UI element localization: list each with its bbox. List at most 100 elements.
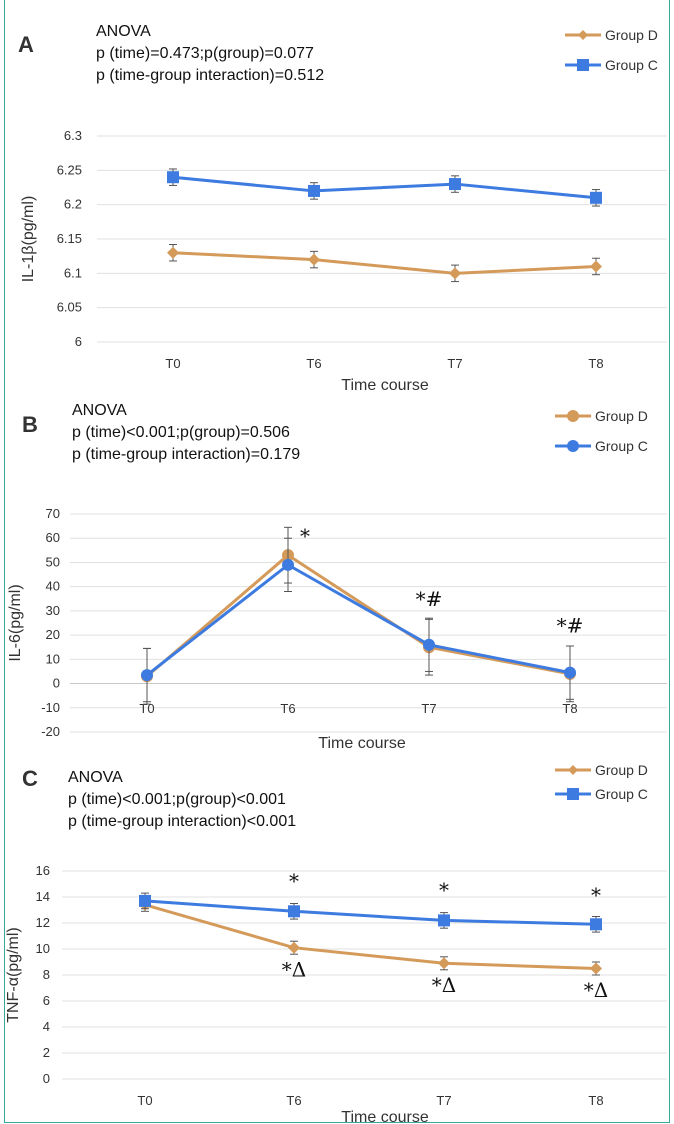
y-tick-label: 16 <box>36 863 50 878</box>
data-point <box>167 171 179 184</box>
y-tick-label: -10 <box>41 700 60 715</box>
y-axis-title: IL-1β(pg/ml) <box>20 196 37 283</box>
anova-stat: p (time)<0.001;p(group)<0.001 <box>68 791 286 808</box>
y-tick-label: 6.1 <box>64 265 82 280</box>
legend-label: Group C <box>595 786 648 802</box>
data-point <box>308 184 320 197</box>
x-tick-label: T7 <box>421 701 436 716</box>
legend-marker <box>567 440 579 452</box>
x-axis-title: Time course <box>341 377 429 394</box>
significance-annotation: *# <box>416 587 443 611</box>
legend-marker <box>567 788 579 800</box>
significance-annotation: * <box>289 869 299 893</box>
anova-stat: p (time)=0.473;p(group)=0.077 <box>96 45 314 62</box>
x-tick-label: T0 <box>139 701 154 716</box>
x-tick-label: T7 <box>447 356 462 371</box>
x-axis-title: Time course <box>318 735 406 752</box>
significance-annotation: *Δ <box>432 973 456 997</box>
y-tick-label: 6.15 <box>57 231 82 246</box>
x-tick-label: T6 <box>280 701 295 716</box>
figure-frame <box>4 0 670 1123</box>
y-tick-label: 30 <box>46 603 60 618</box>
y-tick-label: 10 <box>36 941 50 956</box>
y-tick-label: 0 <box>53 676 60 691</box>
x-tick-label: T8 <box>588 1093 603 1108</box>
y-tick-label: 6.25 <box>57 162 82 177</box>
legend-marker <box>578 30 588 40</box>
y-tick-label: 6 <box>43 993 50 1008</box>
y-tick-label: 6.3 <box>64 128 82 143</box>
data-point <box>449 178 461 191</box>
y-tick-label: 20 <box>46 627 60 642</box>
panel-letter-C: C <box>22 766 38 791</box>
data-point <box>590 962 602 975</box>
data-point <box>423 638 435 651</box>
series-line-group-d <box>144 903 597 970</box>
series-line-group-c <box>144 899 597 926</box>
significance-annotation: * <box>591 883 601 907</box>
anova-stat: p (time-group interaction)=0.512 <box>96 67 324 84</box>
anova-heading: ANOVA <box>68 769 123 786</box>
anova-stat: p (time-group interaction)=0.179 <box>72 446 300 463</box>
y-axis-title: IL-6(pg/ml) <box>7 584 24 661</box>
x-tick-label: T6 <box>306 356 321 371</box>
y-tick-label: 70 <box>46 506 60 521</box>
y-tick-label: 4 <box>43 1019 50 1034</box>
legend-label: Group D <box>605 27 658 43</box>
y-tick-label: 6 <box>75 334 82 349</box>
legend-marker <box>577 59 589 71</box>
data-point <box>308 253 320 266</box>
y-tick-label: 0 <box>43 1071 50 1086</box>
data-point <box>590 260 602 273</box>
data-point <box>288 905 300 918</box>
y-tick-label: 14 <box>36 889 50 904</box>
data-point <box>590 918 602 931</box>
significance-annotation: *Δ <box>282 957 306 981</box>
x-tick-label: T6 <box>286 1093 301 1108</box>
x-tick-label: T7 <box>436 1093 451 1108</box>
series-line-group-c <box>172 175 597 200</box>
series-line-group-d <box>172 251 597 275</box>
data-point <box>564 666 576 679</box>
anova-stat: p (time-group interaction)<0.001 <box>68 813 296 830</box>
y-tick-label: 6.05 <box>57 300 82 315</box>
panel-letter-B: B <box>22 412 38 437</box>
data-point <box>282 558 294 571</box>
data-point <box>590 191 602 204</box>
x-tick-label: T8 <box>588 356 603 371</box>
y-tick-label: 50 <box>46 554 60 569</box>
data-point <box>438 957 450 970</box>
y-tick-label: 10 <box>46 651 60 666</box>
legend-marker <box>567 410 579 422</box>
significance-annotation: * <box>300 524 310 548</box>
data-point <box>167 246 179 259</box>
y-tick-label: 60 <box>46 530 60 545</box>
legend-label: Group C <box>605 57 658 73</box>
legend-marker <box>568 765 578 775</box>
legend-label: Group D <box>595 762 648 778</box>
x-tick-label: T0 <box>137 1093 152 1108</box>
y-tick-label: 12 <box>36 915 50 930</box>
anova-heading: ANOVA <box>96 23 151 40</box>
data-point <box>288 941 300 954</box>
significance-annotation: *# <box>557 614 584 638</box>
data-point <box>139 894 151 907</box>
y-tick-label: 40 <box>46 579 60 594</box>
data-point <box>449 267 461 280</box>
x-tick-label: T0 <box>165 356 180 371</box>
y-tick-label: 6.2 <box>64 197 82 212</box>
significance-annotation: * <box>439 878 449 902</box>
series-line-group-d <box>146 553 571 678</box>
data-point <box>438 914 450 927</box>
x-tick-label: T8 <box>562 701 577 716</box>
y-axis-title: TNF-α(pg/ml) <box>5 927 22 1022</box>
data-point <box>141 669 153 682</box>
legend-label: Group D <box>595 408 648 424</box>
y-tick-label: 2 <box>43 1045 50 1060</box>
y-tick-label: -20 <box>41 724 60 739</box>
anova-stat: p (time)<0.001;p(group)=0.506 <box>72 424 290 441</box>
y-tick-label: 8 <box>43 967 50 982</box>
panel-letter-A: A <box>18 32 34 57</box>
significance-annotation: *Δ <box>584 978 608 1002</box>
